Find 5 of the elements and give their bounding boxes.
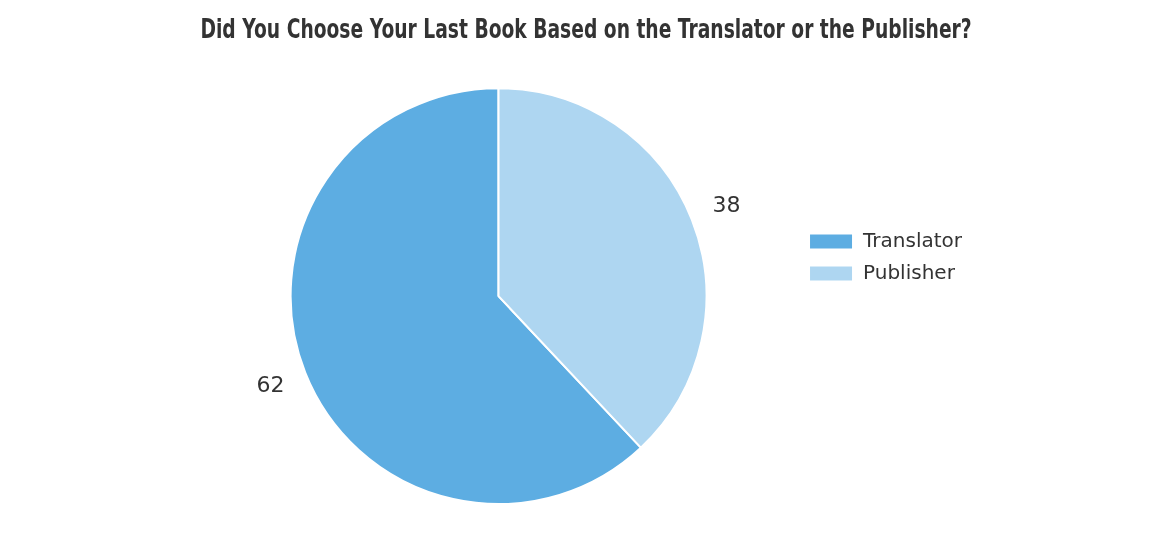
legend-label: Translator — [862, 227, 963, 252]
legend-label: Publisher — [863, 259, 956, 284]
data-label: 38 — [712, 191, 741, 217]
chart-title: Did You Choose Your Last Book Based on the Translator or the Publisher? — [200, 14, 972, 45]
data-label: 62 — [256, 372, 285, 398]
